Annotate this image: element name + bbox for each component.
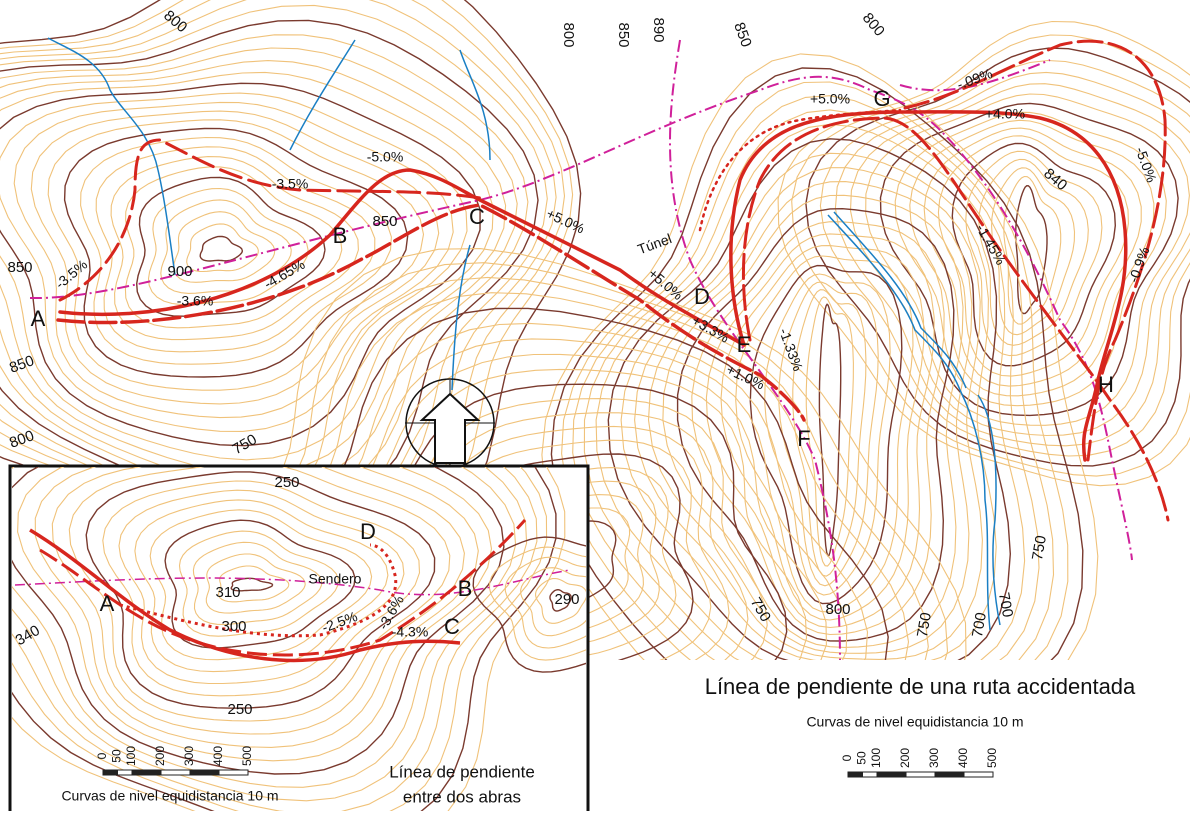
- point-label: C: [469, 204, 485, 229]
- contour: [596, 124, 1025, 677]
- scale-label: 500: [240, 746, 254, 766]
- scale-segment: [906, 772, 935, 777]
- river: [290, 40, 355, 150]
- slope-label: -5.0%: [367, 149, 404, 165]
- scale-segment: [132, 770, 161, 775]
- contour-label: 800: [859, 10, 888, 40]
- scale-label: 400: [211, 746, 225, 766]
- point-label: E: [737, 332, 752, 357]
- scale-segment: [118, 770, 133, 775]
- point-label: D: [360, 519, 376, 544]
- contour-label: 850: [7, 259, 32, 276]
- scale-segment: [863, 772, 878, 777]
- contour-label: 850: [730, 20, 755, 49]
- point-label: G: [873, 86, 890, 111]
- scale-segment: [161, 770, 190, 775]
- scale-label: 200: [898, 748, 912, 768]
- point-label: B: [333, 223, 348, 248]
- caption: entre dos abras: [403, 787, 521, 806]
- contour: [819, 304, 840, 555]
- point-label: D: [694, 284, 710, 309]
- contour: [608, 139, 1010, 672]
- point-label: C: [444, 614, 460, 639]
- scale-label: 50: [855, 751, 869, 765]
- point-label: A: [100, 591, 115, 616]
- scale-segment: [190, 770, 219, 775]
- river: [460, 50, 490, 160]
- contour-label: 800: [7, 427, 36, 452]
- slope-label: -3.6%: [177, 293, 214, 309]
- scale-label: 500: [985, 748, 999, 768]
- contour-label: 250: [227, 701, 252, 718]
- scale-label: 0: [840, 754, 854, 761]
- point-label: A: [31, 306, 46, 331]
- scale-label: 300: [182, 746, 196, 766]
- contour: [692, 222, 944, 635]
- scale-label: 100: [124, 746, 138, 766]
- contour: [65, 129, 408, 378]
- slope-label: -3.5%: [272, 176, 309, 192]
- tunnel-label: Túnel: [635, 230, 673, 257]
- scale-label: 400: [956, 748, 970, 768]
- contour-label: 900: [167, 263, 192, 280]
- north-arrow: [405, 379, 495, 467]
- scale-label: 0: [95, 752, 109, 759]
- point-label: B: [458, 576, 473, 601]
- contour: [765, 274, 891, 595]
- contour: [149, 189, 309, 305]
- contour: [187, 224, 259, 272]
- contour-label: 300: [221, 618, 246, 635]
- contour-label: 290: [554, 591, 579, 608]
- contour: [573, 96, 1054, 689]
- scale-label: 300: [927, 748, 941, 768]
- contour-label: 850: [372, 213, 397, 230]
- contour: [938, 136, 1128, 376]
- contour: [200, 236, 242, 261]
- slope-label: -3.5%: [52, 256, 90, 292]
- subtitle: Curvas de nivel equidistancia 10 m: [61, 788, 278, 804]
- slope-label: +5.0%: [810, 91, 850, 107]
- contour-label: 750: [747, 595, 774, 625]
- point-label: F: [797, 426, 810, 451]
- point-label: H: [1098, 372, 1114, 397]
- caption: Línea de pendiente: [389, 762, 535, 781]
- contour-label: 850: [615, 22, 632, 47]
- scale-segment: [103, 770, 118, 775]
- contour: [952, 144, 1115, 366]
- slope-label: +5.0%: [544, 205, 587, 236]
- scale-label: 50: [110, 749, 124, 763]
- scale-label: 100: [869, 748, 883, 768]
- scale-segment: [219, 770, 248, 775]
- contour-label: 800: [825, 601, 850, 618]
- contour-label: 750: [1029, 534, 1050, 562]
- scale-segment: [877, 772, 906, 777]
- river: [828, 215, 990, 630]
- scale-segment: [964, 772, 993, 777]
- scale-segment: [848, 772, 863, 777]
- contour-label: 310: [215, 584, 240, 601]
- contour-label: 840: [1040, 165, 1070, 194]
- contour-label: 250: [274, 474, 299, 491]
- route: [743, 118, 1168, 520]
- slope-label: -4.3%: [392, 624, 429, 640]
- trail-label: Sendero: [309, 571, 362, 587]
- subtitle: Curvas de nivel equidistancia 10 m: [806, 714, 1023, 730]
- scale-label: 200: [153, 746, 167, 766]
- contour: [81, 138, 392, 365]
- contour-label: 800: [560, 22, 577, 47]
- slope-label: +4.0%: [985, 106, 1025, 122]
- contour-label: 750: [230, 431, 260, 458]
- contour-label: 890: [650, 17, 667, 42]
- title: Línea de pendiente de una ruta accidenta…: [705, 674, 1136, 699]
- slope-label: -0.9%: [1125, 245, 1153, 285]
- scale-segment: [935, 772, 964, 777]
- contour-label: 700: [969, 611, 990, 639]
- contour: [0, 93, 467, 431]
